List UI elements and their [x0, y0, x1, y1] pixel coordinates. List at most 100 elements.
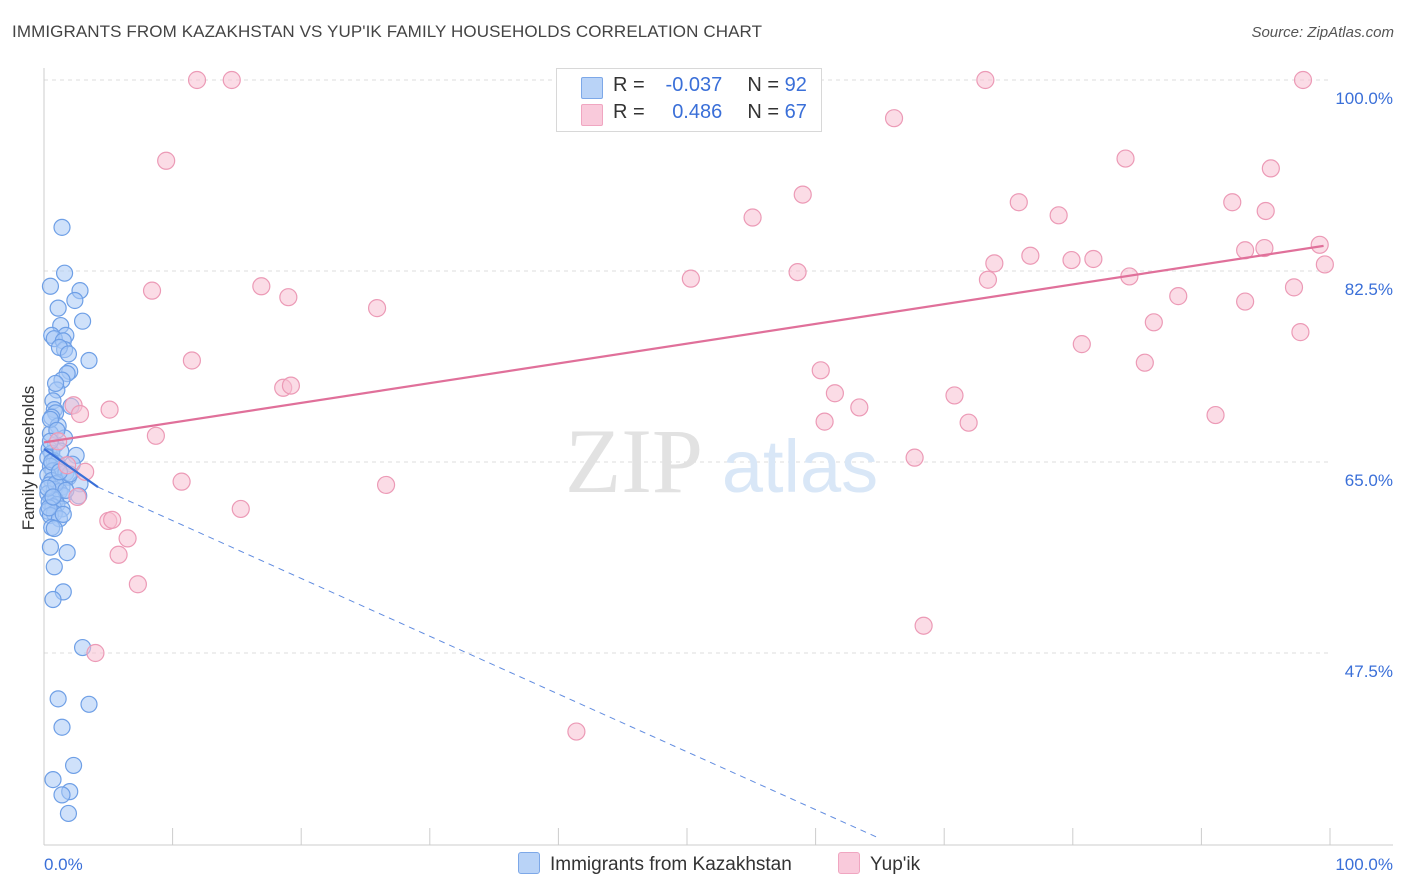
kazakhstan-point	[45, 558, 63, 576]
kazakhstan-point	[49, 690, 67, 708]
yupik-point	[231, 499, 250, 519]
kazakhstan-point	[53, 718, 71, 736]
yupik-point	[1315, 255, 1334, 274]
yupik-point	[793, 185, 812, 204]
yupik-point	[1223, 193, 1242, 212]
x-tick-label: 0.0%	[44, 855, 83, 874]
kazakhstan-point	[59, 804, 78, 823]
yupik-point	[86, 643, 105, 663]
kazakhstan-point	[59, 345, 78, 363]
legend-item-kazakhstan[interactable]: Immigrants from Kazakhstan	[518, 852, 792, 876]
tick-labels: 47.5% 65.0% 82.5% 100.0% 0.0% 100.0%	[44, 89, 1393, 874]
kazakhstan-point	[80, 695, 98, 713]
yupik-point	[103, 510, 122, 529]
yupik-point	[825, 384, 844, 403]
yupik-point	[811, 361, 830, 380]
kazakhstan-swatch	[581, 77, 603, 99]
y-axis-label: Family Households	[19, 386, 38, 531]
kazakhstan-point	[44, 488, 62, 506]
kazakhstan-point	[41, 538, 60, 556]
yupik-point	[1310, 235, 1329, 254]
yupik-point	[182, 351, 201, 370]
yupik-point	[985, 254, 1004, 273]
yupik-point	[914, 616, 933, 635]
kazakhstan-point	[64, 756, 83, 775]
yupik-point	[1144, 313, 1163, 332]
kazakhstan-point	[41, 277, 60, 295]
yupik-point	[1291, 323, 1310, 342]
y-tick-label: 65.0%	[1345, 471, 1393, 490]
y-tick-label: 47.5%	[1345, 662, 1393, 681]
yupik-point	[222, 70, 241, 90]
kazakhstan-point	[58, 543, 76, 562]
kazakhstan-legend-swatch	[518, 852, 540, 874]
yupik-trend-line	[43, 244, 1324, 444]
yupik-point	[187, 70, 207, 90]
yupik-point	[1169, 287, 1188, 306]
yupik-point	[743, 208, 762, 227]
chart-title: IMMIGRANTS FROM KAZAKHSTAN VS YUP'IK FAM…	[12, 22, 763, 41]
yupik-point	[142, 281, 162, 300]
yupik-point	[1072, 335, 1091, 354]
yupik-point	[1284, 278, 1304, 297]
yupik-legend-label: Yup'ik	[870, 854, 921, 875]
kazakhstan-point	[46, 374, 65, 393]
yupik-point	[850, 398, 869, 417]
kazakhstan-point	[44, 590, 62, 609]
yupik-point	[976, 70, 995, 90]
correlation-legend: R = -0.037 N = 92 R = 0.486 N = 67	[556, 68, 822, 132]
yupik-point	[281, 376, 301, 395]
yupik-point	[146, 426, 165, 445]
kazakhstan-point	[53, 786, 71, 804]
yupik-point	[815, 412, 834, 431]
kazakhstan-legend-label: Immigrants from Kazakhstan	[550, 854, 792, 875]
yupik-point	[884, 109, 904, 128]
yupik-point	[1255, 238, 1274, 258]
yupik-point	[1206, 405, 1225, 425]
yupik-point	[118, 529, 137, 548]
yupik-point	[172, 472, 191, 491]
yupik-point	[1062, 250, 1081, 270]
yupik-point	[1009, 193, 1028, 212]
yupik-point	[959, 413, 978, 432]
kazakhstan-point	[49, 299, 67, 317]
yupik-point	[252, 277, 271, 296]
trend-lines	[43, 244, 1324, 839]
yupik-point	[1116, 149, 1135, 168]
yupik-point	[376, 475, 396, 495]
y-tick-label: 100.0%	[1335, 89, 1393, 108]
points-kazakhstan	[39, 218, 98, 823]
kazakhstan-point	[44, 771, 62, 789]
yupik-point	[70, 404, 90, 424]
yupik-point	[788, 262, 807, 282]
yupik-point	[128, 575, 147, 594]
yupik-point	[1021, 246, 1040, 265]
kazakhstan-trend-line	[43, 448, 99, 489]
yupik-swatch	[581, 104, 603, 126]
yupik-point	[1049, 206, 1068, 225]
yupik-point	[100, 400, 119, 419]
kazakhstan-point	[55, 264, 74, 282]
kazakhstan-point	[45, 519, 63, 538]
yupik-point	[109, 545, 128, 564]
yupik-point	[68, 487, 87, 507]
axes	[43, 68, 1393, 846]
legend-stats-yupik: R = 0.486 N = 67	[613, 101, 807, 123]
kazakhstan-point	[53, 218, 71, 236]
yupik-point	[905, 448, 924, 467]
watermark-zip: ZIP	[565, 410, 703, 512]
yupik-point	[978, 270, 998, 289]
yupik-point	[1261, 159, 1280, 178]
yupik-point	[1256, 201, 1275, 221]
x-tick-label: 100.0%	[1335, 855, 1393, 874]
kazakhstan-point	[73, 312, 92, 330]
legend-stats-kazakhstan: R = -0.037 N = 92	[613, 74, 807, 96]
yupik-legend-swatch	[838, 852, 860, 874]
legend-item-yupik[interactable]: Yup'ik	[838, 852, 920, 876]
yupik-point	[567, 722, 586, 741]
yupik-point	[1084, 249, 1103, 269]
yupik-point	[945, 386, 964, 405]
series-legend: Immigrants from Kazakhstan Yup'ik	[0, 852, 1406, 878]
kazakhstan-point	[66, 291, 84, 310]
